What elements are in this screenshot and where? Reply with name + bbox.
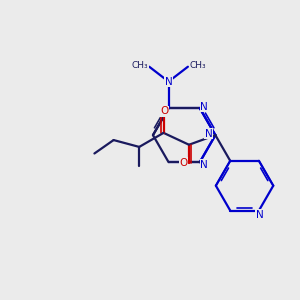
Text: CH₃: CH₃ [189, 61, 206, 70]
Text: CH₃: CH₃ [131, 61, 148, 70]
Text: N: N [200, 160, 208, 170]
Text: O: O [160, 106, 168, 116]
Text: N: N [200, 102, 208, 112]
Text: O: O [179, 158, 188, 168]
Text: N: N [256, 210, 263, 220]
Text: N: N [205, 129, 213, 139]
Text: N: N [165, 76, 172, 87]
